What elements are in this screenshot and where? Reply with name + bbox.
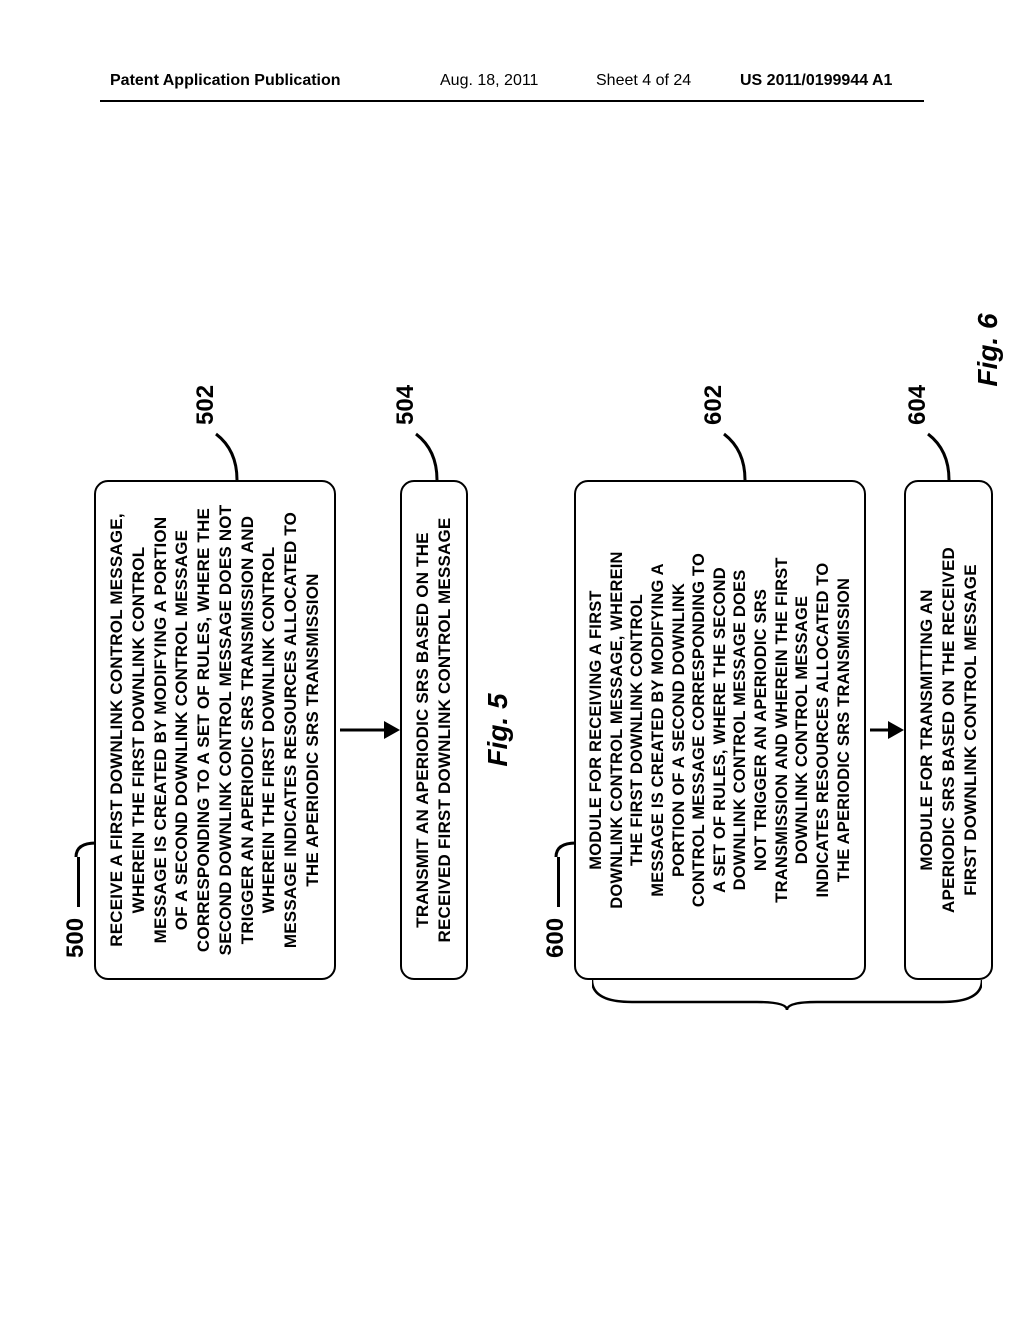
l: TRANSMISSION AND WHEREIN THE FIRST (773, 557, 791, 902)
l: OF A SECOND DOWNLINK CONTROL MESSAGE (172, 530, 191, 930)
flowchart-500-box-504: TRANSMIT AN APERIODIC SRS BASED ON THE R… (400, 480, 468, 980)
header-rule (100, 100, 924, 102)
flowchart-600-brace-icon (592, 970, 982, 1010)
l: A SET OF RULES, WHERE THE SECOND (711, 567, 729, 893)
header-publication: Patent Application Publication (110, 72, 341, 90)
l: SECOND DOWNLINK CONTROL MESSAGE DOES NOT (216, 505, 235, 956)
l: APERIODIC SRS BASED ON THE RECEIVED (939, 547, 958, 913)
flowchart-500-box-504-ref: 504 (392, 385, 420, 425)
flowchart-600-box-602-text: MODULE FOR RECEIVING A FIRST DOWNLINK CO… (576, 482, 864, 978)
flowchart-600-ref-line (557, 858, 560, 908)
l: MESSAGE IS CREATED BY MODIFYING A PORTIO… (151, 517, 170, 944)
flowchart-500-hook-icon (62, 827, 98, 857)
flowchart-600-ref-group: 600 (542, 827, 578, 958)
flowchart-500-box-504-text: TRANSMIT AN APERIODIC SRS BASED ON THE R… (402, 482, 466, 978)
flowchart-500-arrow-icon (340, 719, 402, 741)
l: CONTROL MESSAGE CORRESPONDING TO (690, 553, 708, 907)
l: DOWNLINK CONTROL MESSAGE (793, 596, 811, 865)
figure-5-label: Fig. 5 (482, 650, 514, 810)
flowchart-600-box-604: MODULE FOR TRANSMITTING AN APERIODIC SRS… (904, 480, 993, 980)
l: MODULE FOR RECEIVING A FIRST (587, 590, 605, 869)
l: CORRESPONDING TO A SET OF RULES, WHERE T… (194, 508, 213, 952)
l: WHEREIN THE FIRST DOWNLINK CONTROL (259, 547, 278, 914)
l: TRANSMIT AN APERIODIC SRS BASED ON THE (413, 532, 432, 927)
rotated-figure-inner: 500 RECEIVE A FIRST DOWNLINK CONTROL MES… (62, 170, 962, 1040)
l: MESSAGE IS CREATED BY MODIFYING A (649, 563, 667, 897)
header-date: Aug. 18, 2011 (440, 72, 538, 90)
flowchart-500-box-502-text: RECEIVE A FIRST DOWNLINK CONTROL MESSAGE… (96, 482, 334, 978)
l: TRIGGER AN APERIODIC SRS TRANSMISSION AN… (238, 516, 257, 945)
flowchart-500-box-502: RECEIVE A FIRST DOWNLINK CONTROL MESSAGE… (94, 480, 336, 980)
flowchart-600-arrow-icon (870, 719, 906, 741)
l: FIRST DOWNLINK CONTROL MESSAGE (961, 564, 980, 896)
l: DOWNLINK CONTROL MESSAGE, WHEREIN (608, 551, 626, 908)
l: DOWNLINK CONTROL MESSAGE DOES (731, 570, 749, 891)
flowchart-600-box-602: MODULE FOR RECEIVING A FIRST DOWNLINK CO… (574, 480, 866, 980)
l: WHEREIN THE FIRST DOWNLINK CONTROL (129, 547, 148, 914)
flowchart-500-ref: 500 (62, 918, 90, 958)
l: PORTION OF A SECOND DOWNLINK (670, 583, 688, 877)
header-sheet: Sheet 4 of 24 (596, 72, 691, 90)
figure-6-label: Fig. 6 (972, 270, 1004, 430)
flowchart-500-ref-line (77, 858, 80, 908)
l: NOT TRIGGER AN APERIODIC SRS (752, 589, 770, 871)
flowchart-600-hook-icon (542, 827, 578, 857)
rotated-figure-stage: 500 RECEIVE A FIRST DOWNLINK CONTROL MES… (62, 170, 962, 1040)
flowchart-600-box-604-text: MODULE FOR TRANSMITTING AN APERIODIC SRS… (906, 482, 991, 978)
l: RECEIVED FIRST DOWNLINK CONTROL MESSAGE (435, 518, 454, 943)
l: MESSAGE INDICATES RESOURCES ALLOCATED TO (281, 512, 300, 948)
flowchart-600-box-602-ref: 602 (700, 385, 728, 425)
l: INDICATES RESOURCES ALLOCATED TO (814, 563, 832, 898)
l: RECEIVE A FIRST DOWNLINK CONTROL MESSAGE… (107, 513, 126, 947)
patent-figure-page: Patent Application Publication Aug. 18, … (0, 0, 1024, 1320)
flowchart-500-box-502-ref: 502 (192, 385, 220, 425)
flowchart-600-ref: 600 (542, 918, 570, 958)
header-pubno: US 2011/0199944 A1 (740, 72, 892, 90)
flowchart-500-ref-group: 500 (62, 827, 98, 958)
l: THE APERIODIC SRS TRANSMISSION (303, 573, 322, 886)
l: MODULE FOR TRANSMITTING AN (917, 589, 936, 870)
l: THE FIRST DOWNLINK CONTROL (628, 594, 646, 866)
flowchart-600-box-604-ref: 604 (904, 385, 932, 425)
l: THE APERIODIC SRS TRANSMISSION (835, 578, 853, 882)
